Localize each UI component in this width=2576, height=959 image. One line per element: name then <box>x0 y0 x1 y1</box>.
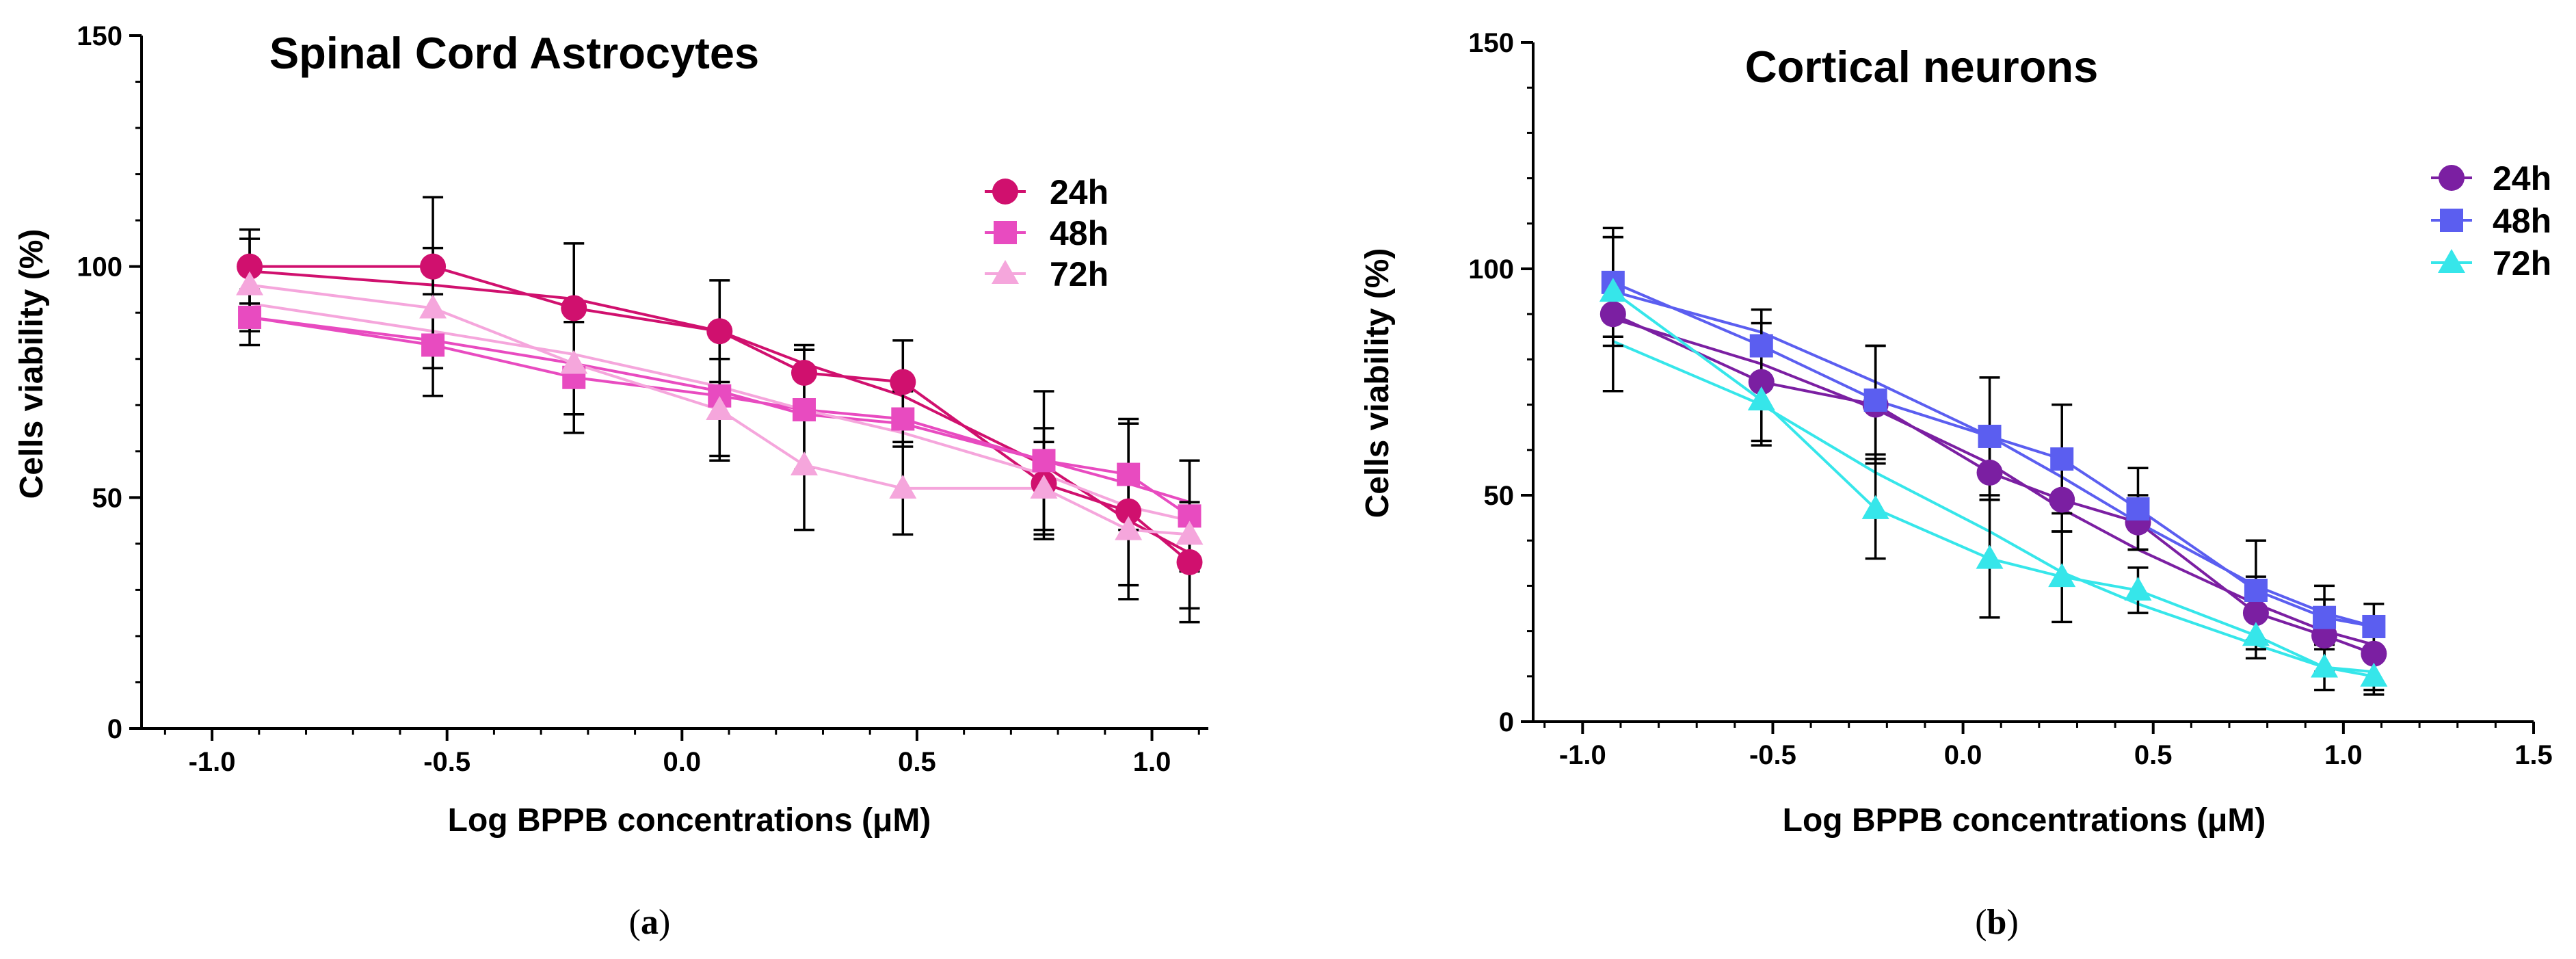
panel-a-legend-label-48h: 48h <box>1050 214 1108 252</box>
panel-b-series-72h-point <box>2048 563 2076 588</box>
panel-a-x-axis-label: Log BPPB concentrations (μM) <box>448 802 931 839</box>
panel-b-y-tick-label: 150 <box>1468 28 1514 58</box>
panel-b-series-72h-point <box>1861 495 1889 519</box>
panel-b-data-points <box>1599 270 2388 687</box>
panel-a-x-tick-label: 1.0 <box>1133 747 1171 777</box>
panel-a-series-24h-point <box>890 369 916 395</box>
panel-a-y-tick-label: 50 <box>92 483 123 513</box>
panel-b-x-tick-label: 0.5 <box>2134 740 2173 770</box>
panel-b-series-24h-point <box>2242 600 2269 627</box>
panel-a-series-24h-point <box>1115 498 1142 525</box>
panel-b-series-24h-point <box>2049 486 2075 513</box>
panel-b-series-72h-point <box>2242 622 2270 646</box>
panel-b-x-tick-label: -0.5 <box>1749 740 1796 770</box>
panel-a-y-axis-label: Cells viability (%) <box>14 229 50 499</box>
panel-a-series-72h-point <box>706 396 734 421</box>
panel-b-caption: (b) <box>1975 903 2019 942</box>
panel-b-x-tick-label: 1.0 <box>2324 740 2363 770</box>
panel-a-series-48h-point <box>238 305 262 329</box>
panel-a-title: Spinal Cord Astrocytes <box>269 28 759 78</box>
panel-a-y-tick-label: 0 <box>107 714 122 744</box>
panel-b-series-48h-point <box>2313 605 2337 629</box>
panel-a-data-points <box>236 253 1204 575</box>
panel-b-series-48h-line <box>1612 281 2374 628</box>
panel-b-axes: 0 50 100 150 -1.0 -0.5 0.0 0.5 1.0 1.5 <box>1468 28 2553 770</box>
panel-b-y-tick-label: 100 <box>1468 254 1514 285</box>
panel-a-series-24h-point <box>561 295 587 321</box>
panel-a-series-48h-point <box>792 398 816 422</box>
panel-b-chart: Cortical neurons Cells viability (%) Log… <box>1359 28 2553 942</box>
panel-a-series-48h-point <box>1032 449 1056 473</box>
panel-b-series-48h-point <box>2126 497 2150 521</box>
panel-a-series-72h-point <box>236 271 264 295</box>
panel-b-series-72h-point <box>2124 577 2152 601</box>
panel-b-legend-marker-24h <box>2439 165 2465 191</box>
panel-a-y-tick-label: 100 <box>77 252 122 283</box>
panel-b-legend-label-72h: 72h <box>2493 244 2551 283</box>
panel-b-legend-label-48h: 48h <box>2493 202 2551 240</box>
panel-a-series-24h-point <box>237 253 263 280</box>
panel-a-chart: Spinal Cord Astrocytes Cells viability (… <box>14 21 1208 942</box>
panel-b-x-axis-label: Log BPPB concentrations (μM) <box>1783 802 2266 839</box>
panel-a-series-72h-point <box>889 474 917 499</box>
panel-b-series-48h-point <box>2362 614 2386 638</box>
panel-b-series-72h-point <box>2360 662 2388 687</box>
panel-a-series-24h-point <box>791 359 817 386</box>
panel-a-x-tick-label: -0.5 <box>423 747 470 777</box>
panel-a-series-24h-point <box>420 253 447 280</box>
panel-b-series-24h-point <box>1976 459 2003 486</box>
panel-a-series-72h-point <box>560 350 588 374</box>
panel-b-series-72h-point <box>1747 386 1775 410</box>
panel-b-series-72h-point <box>2311 653 2339 678</box>
panel-b-y-tick-label: 50 <box>1484 481 1515 511</box>
panel-b-series-24h-point <box>1599 301 1626 328</box>
panel-b-series-48h-point <box>2050 447 2074 471</box>
panel-a-series-72h-point <box>419 294 447 319</box>
panel-a-series-72h-point <box>1176 521 1204 545</box>
panel-b-x-tick-label: 0.0 <box>1944 740 1982 770</box>
panel-b-series-24h-point <box>1748 369 1775 395</box>
panel-a-series-24h-point <box>1176 549 1203 575</box>
panel-a-legend-marker-24h <box>992 179 1018 205</box>
panel-a-series-72h-point <box>1030 474 1058 499</box>
panel-b-y-tick-label: 0 <box>1499 707 1514 737</box>
panel-a-axes: 0 50 100 150 -1.0 -0.5 0.0 0.5 1.0 <box>77 21 1208 777</box>
panel-a-y-tick-label: 150 <box>77 21 122 51</box>
panel-b-letter: b <box>1987 903 2007 942</box>
panel-b-x-tick-label: -1.0 <box>1559 740 1606 770</box>
panel-b-series-48h-point <box>1863 388 1887 412</box>
panel-a-caption: (a) <box>629 903 671 942</box>
panel-a-series-48h-point <box>421 333 445 357</box>
panel-b-series-48h-point <box>1978 424 2002 448</box>
panel-a-series-72h-point <box>1115 516 1143 540</box>
panel-a-x-tick-label: -1.0 <box>189 747 236 777</box>
panel-b-legend-marker-72h <box>2438 249 2465 273</box>
panel-a-series-48h-point <box>891 407 915 431</box>
panel-b-legend-marker-48h <box>2440 209 2463 232</box>
panel-a-series-72h-point <box>790 451 818 476</box>
panel-a-series-48h-point <box>1117 462 1141 486</box>
panel-a-series-24h-point <box>706 318 733 345</box>
panel-b-series-48h-point <box>2244 579 2268 603</box>
panel-a-legend-label-72h: 72h <box>1050 255 1108 293</box>
panel-b-legend-label-24h: 24h <box>2493 159 2551 198</box>
panel-b-title: Cortical neurons <box>1745 42 2098 92</box>
panel-b-y-axis-label: Cells viability (%) <box>1359 248 1396 518</box>
panel-a-legend-marker-48h <box>994 221 1017 244</box>
panel-a-legend-label-24h: 24h <box>1050 173 1108 211</box>
panel-b-x-tick-label: 1.5 <box>2514 740 2553 770</box>
panel-b-series-48h-point <box>1749 334 1773 358</box>
panel-a-x-tick-label: 0.5 <box>898 747 936 777</box>
panel-a-legend-marker-72h <box>992 260 1019 284</box>
panel-a-letter: a <box>641 903 659 942</box>
panel-b-legend: 24h 48h 72h <box>2431 159 2551 283</box>
panel-b-series-72h-point <box>1976 544 2004 569</box>
panel-a-x-tick-label: 0.0 <box>663 747 702 777</box>
panel-b-series-24h-point <box>2361 640 2387 667</box>
panel-b-series-72h-point <box>1599 278 1627 302</box>
